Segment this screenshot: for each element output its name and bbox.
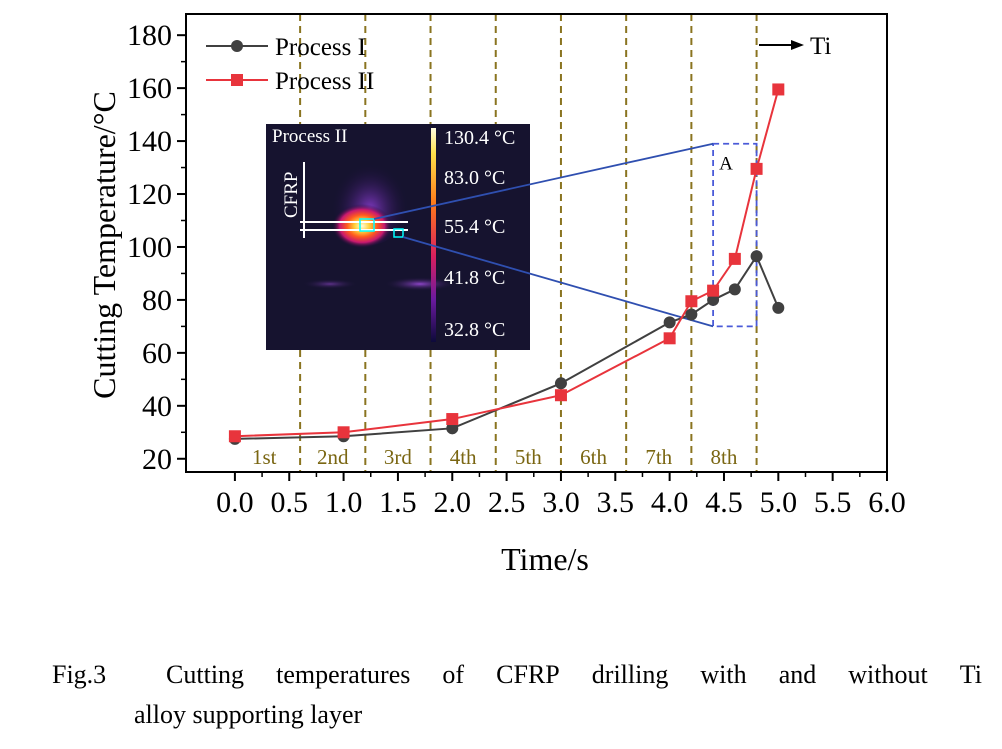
- inset-glow-left: [302, 279, 358, 289]
- inset-marker-box: [359, 218, 375, 232]
- caption-word-8: without: [848, 660, 928, 689]
- x-tick-label-8: 3.5: [597, 486, 635, 519]
- legend-label-process-2: Process II: [275, 68, 374, 95]
- series-2-point-9: [750, 162, 763, 175]
- caption-word-1: Cutting: [166, 660, 245, 689]
- zoom-annotation: A: [373, 142, 758, 328]
- caption-word-6: with: [700, 660, 747, 689]
- y-tick-label-4: 80: [142, 284, 172, 317]
- series-1-point-3: [446, 422, 459, 435]
- caption-line-1: Fig.3 Cutting temperatures of CFRP drilling w…: [52, 655, 982, 695]
- series-2-point-10: [772, 83, 785, 96]
- y-tick-label-7: 140: [127, 125, 172, 158]
- ti-arrow-head: [791, 40, 804, 50]
- caption-word-3: of: [442, 660, 465, 689]
- caption-word-2: temperatures: [276, 660, 411, 689]
- x-tick-label-7: 3.0: [542, 486, 580, 519]
- legend-marker-process-1: [231, 40, 243, 52]
- stage-label-1: 1st: [252, 445, 277, 469]
- series-2-point-1: [228, 430, 241, 443]
- series-2-point-3: [446, 413, 459, 426]
- stage-label-4: 4th: [450, 445, 477, 469]
- stage-label-8: 8th: [711, 445, 738, 469]
- inset-hot-spot: [332, 204, 392, 248]
- inset-scale-label-5: 32.8 °C: [444, 319, 505, 341]
- figure-caption: Fig.3 Cutting temperatures of CFRP drilling w…: [52, 655, 982, 735]
- inset-glow-right: [384, 277, 456, 291]
- series-1-point-9: [750, 250, 763, 263]
- x-tick-label-1: 0.0: [216, 486, 254, 519]
- caption-number: Fig.3: [52, 660, 107, 689]
- zoom-box-a: [712, 142, 758, 328]
- y-tick-label-5: 100: [127, 231, 172, 264]
- x-tick-label-9: 4.0: [651, 486, 689, 519]
- series-markers: [228, 83, 785, 445]
- zoom-connector-top: [373, 142, 714, 220]
- series-1-point-4: [554, 377, 567, 390]
- ti-label: Ti: [810, 33, 831, 60]
- series-2-point-5: [663, 332, 676, 345]
- ti-annotation: Ti: [759, 33, 831, 60]
- series-1-point-8: [728, 283, 741, 296]
- y-tick-label-6: 120: [127, 178, 172, 211]
- temperature-chart: 1st 2nd 3rd 4th 5th 6th 7th 8th Process II CFRP…: [86, 13, 906, 577]
- stage-label-7: 7th: [645, 445, 672, 469]
- y-tick-label-9: 180: [127, 19, 172, 52]
- stage-label-3: 3rd: [384, 445, 412, 469]
- caption-word-9: Ti: [959, 660, 982, 689]
- series-1-point-5: [663, 316, 676, 329]
- legend-marker-process-2: [231, 74, 243, 86]
- inset-scale-label-3: 55.4 °C: [444, 216, 505, 238]
- zoom-connector-bottom: [402, 236, 714, 328]
- zoom-box-label: A: [719, 154, 733, 175]
- x-axis-label: Time/s: [501, 541, 589, 577]
- inset-title: Process II: [272, 126, 347, 147]
- axes: [185, 13, 888, 473]
- x-tick-label-11: 5.0: [760, 486, 798, 519]
- x-tick-label-4: 1.5: [379, 486, 417, 519]
- inset-material-label: CFRP: [281, 172, 302, 218]
- series-2-point-2: [337, 426, 350, 439]
- y-tick-label-1: 20: [142, 443, 172, 476]
- caption-line-2: alloy supporting layer: [134, 700, 363, 729]
- inset-scale-label-1: 130.4 °C: [444, 127, 515, 149]
- x-tick-label-12: 5.5: [814, 486, 852, 519]
- inset-marker-box-small: [393, 228, 404, 238]
- series-1-point-6: [685, 308, 698, 321]
- y-tick-label-8: 160: [127, 72, 172, 105]
- legend: Process I Process II: [206, 34, 374, 95]
- stage-labels: 1st 2nd 3rd 4th 5th 6th 7th 8th: [252, 445, 738, 469]
- x-tick-label-5: 2.0: [434, 486, 472, 519]
- inset-color-scale: [431, 128, 436, 342]
- y-axis-label: Cutting Temperature/°C: [86, 91, 122, 399]
- inset-scale-label-2: 83.0 °C: [444, 167, 505, 189]
- series-2-point-8: [728, 252, 741, 265]
- series-lines: [234, 89, 780, 440]
- thermal-image-inset: Process II CFRP 130.4 °C 83.0 °C 55.4 °C 41…: [266, 124, 530, 350]
- y-tick-label-3: 60: [142, 337, 172, 370]
- plot-frame: [185, 13, 888, 473]
- x-tick-label-10: 4.5: [705, 486, 743, 519]
- x-tick-label-2: 0.5: [270, 486, 308, 519]
- caption-word-4: CFRP: [496, 660, 560, 689]
- tick-marks: [177, 34, 888, 481]
- series-1-point-7: [707, 293, 720, 306]
- series-2-point-6: [685, 295, 698, 308]
- inset-scale-label-4: 41.8 °C: [444, 267, 505, 289]
- series-2-point-4: [554, 389, 567, 402]
- y-tick-label-2: 40: [142, 390, 172, 423]
- x-tick-label-6: 2.5: [488, 486, 526, 519]
- series-2-point-7: [707, 284, 720, 297]
- x-tick-label-13: 6.0: [868, 486, 906, 519]
- series-line-2: [234, 89, 780, 438]
- legend-label-process-1: Process I: [275, 34, 366, 61]
- stage-label-6: 6th: [580, 445, 607, 469]
- caption-word-5: drilling: [591, 660, 669, 689]
- series-1-point-10: [772, 301, 785, 314]
- x-tick-label-3: 1.0: [325, 486, 363, 519]
- stage-label-5: 5th: [515, 445, 542, 469]
- tick-labels: 0.0 0.5 1.0 1.5 2.0 2.5 3.0 3.5 4.0 4.5 5.0 5.5 6.0 2…: [127, 19, 906, 519]
- stage-label-2: 2nd: [317, 445, 349, 469]
- caption-word-7: and: [778, 660, 817, 689]
